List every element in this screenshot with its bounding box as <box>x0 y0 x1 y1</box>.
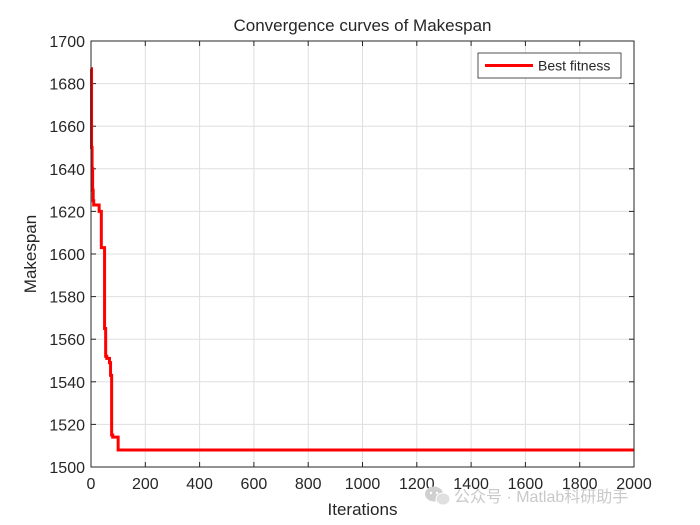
watermark-text: 公众号 · Matlab科研助手 <box>454 488 628 506</box>
x-tick-label: 800 <box>295 476 322 493</box>
y-tick-labels: 1500 1520 1540 1560 1580 1600 1620 1640 1660 1680… <box>49 34 85 477</box>
y-tick-label: 1600 <box>49 247 85 264</box>
legend-label: Best fitness <box>538 58 610 74</box>
x-tick-label: 2000 <box>616 476 652 493</box>
y-tick-label: 1660 <box>49 119 85 136</box>
y-tick-label: 1700 <box>49 34 85 51</box>
watermark: 公众号 · Matlab科研助手 <box>425 486 628 506</box>
legend: Best fitness <box>477 52 622 79</box>
axes-box <box>90 40 635 468</box>
x-tick-labels: 0 200 400 600 800 1000 1200 1400 1600 1800 2000 <box>87 476 652 493</box>
x-tick-label: 400 <box>186 476 213 493</box>
x-tick-label: 1800 <box>562 476 598 493</box>
series-line-best-fitness <box>90 67 634 452</box>
y-tick-label: 1580 <box>49 290 85 307</box>
y-tick-label: 1540 <box>49 375 85 392</box>
y-tick-label: 1520 <box>49 417 85 434</box>
x-tick-label: 600 <box>241 476 268 493</box>
x-tick-label: 0 <box>87 476 96 493</box>
plot-area <box>90 67 634 452</box>
y-axis-label: Makespan <box>21 215 40 293</box>
y-tick-label: 1620 <box>49 204 85 221</box>
x-tick-label: 1600 <box>508 476 544 493</box>
y-tick-label: 1680 <box>49 77 85 94</box>
y-tick-label: 1640 <box>49 162 85 179</box>
y-tick-label: 1500 <box>49 460 85 477</box>
y-tick-label: 1560 <box>49 332 85 349</box>
x-tick-label: 200 <box>132 476 159 493</box>
wechat-icon <box>425 486 451 506</box>
x-axis-label: Iterations <box>328 500 398 519</box>
x-tick-label: 1200 <box>399 476 435 493</box>
chart-title: Convergence curves of Makespan <box>234 16 492 35</box>
x-tick-label: 1000 <box>345 476 381 493</box>
grid-lines <box>91 41 634 467</box>
x-tick-label: 1400 <box>453 476 489 493</box>
